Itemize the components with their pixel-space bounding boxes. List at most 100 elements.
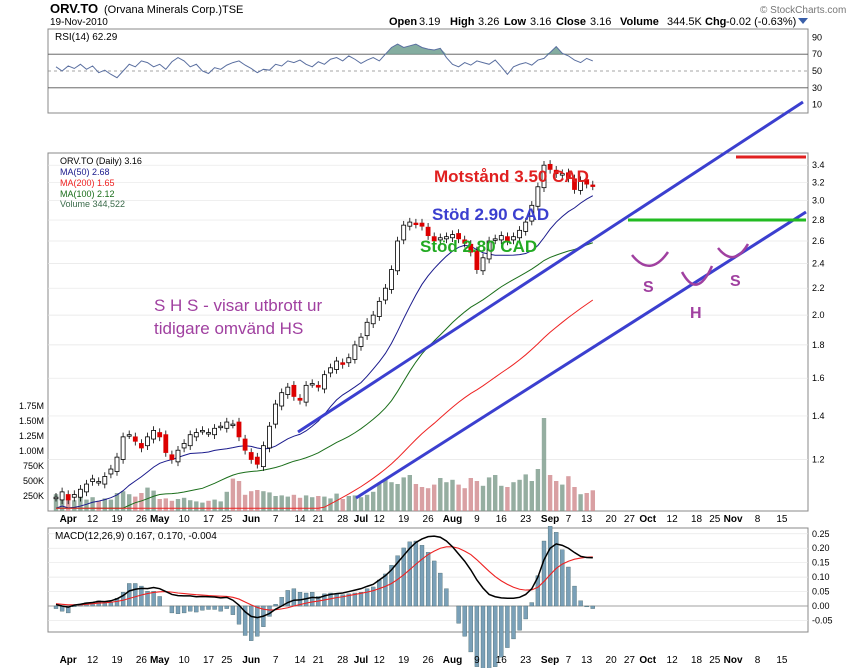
macd-histogram-bar xyxy=(108,601,114,607)
volume-bar xyxy=(505,487,510,511)
candle-up xyxy=(78,488,83,498)
x-tick-label: Sep xyxy=(541,514,559,525)
volume-bar xyxy=(462,488,467,511)
volume-bar xyxy=(255,490,260,511)
candle-up xyxy=(96,481,102,484)
macd-histogram-bar xyxy=(206,605,211,610)
x-tick-label: 27 xyxy=(624,655,636,666)
candle-down xyxy=(584,179,590,185)
macd-histogram-bar xyxy=(486,605,492,668)
open-label: Open xyxy=(389,16,417,28)
volume-bar xyxy=(84,499,89,511)
macd-histogram-bar xyxy=(383,573,388,607)
head-arc xyxy=(680,265,714,286)
candle-up xyxy=(443,236,449,240)
x-tick-label: 17 xyxy=(203,655,215,666)
volume-bar xyxy=(206,500,211,511)
macd-histogram-bar xyxy=(53,605,59,609)
volume-bar xyxy=(212,499,217,511)
x-tick-label: 14 xyxy=(294,655,306,666)
macd-signal-line xyxy=(55,546,593,611)
legend-ma100: MA(100) 2.12 xyxy=(60,189,115,199)
macd-histogram-bar xyxy=(462,605,467,637)
volume-bar xyxy=(486,477,492,511)
volume-bar xyxy=(407,475,412,511)
legend-ma200: MA(200) 1.65 xyxy=(60,178,115,188)
candle-up xyxy=(303,384,309,403)
x-tick-label: Apr xyxy=(60,514,77,525)
volume-label: Volume xyxy=(620,16,659,28)
candle-down xyxy=(163,434,169,453)
candle-up xyxy=(529,204,535,222)
volume-bar xyxy=(145,487,150,511)
volume-bar xyxy=(535,469,541,511)
x-tick-label: 10 xyxy=(179,655,191,666)
x-tick-label: Jun xyxy=(242,655,260,666)
macd-histogram-bar xyxy=(529,602,534,607)
candle-up xyxy=(218,425,224,429)
candle-up xyxy=(492,238,498,241)
candle-down xyxy=(254,456,260,465)
volume-bar xyxy=(224,491,229,511)
volume-bar xyxy=(303,495,309,511)
high-value: 3.26 xyxy=(478,16,499,28)
volume-bar xyxy=(413,484,419,511)
x-tick-label: 26 xyxy=(136,655,148,666)
rsi-tick-label: 30 xyxy=(812,83,822,93)
x-tick-label: 8 xyxy=(755,514,761,525)
left-shoulder-arc xyxy=(631,251,670,267)
volume-bar xyxy=(188,500,193,511)
macd-histogram-bar xyxy=(444,588,449,607)
volume-bar xyxy=(474,481,480,511)
volume-bar xyxy=(584,493,589,511)
volume-bar xyxy=(96,500,101,511)
x-tick-label: Aug xyxy=(443,655,462,666)
x-tick-label: 16 xyxy=(496,655,508,666)
candle-down xyxy=(572,178,577,190)
candle-down xyxy=(566,172,571,179)
candle-up xyxy=(260,445,266,468)
x-tick-label: Aug xyxy=(443,514,462,525)
x-tick-label: 25 xyxy=(709,655,721,666)
volume-bar xyxy=(419,487,425,511)
volume-bar xyxy=(346,496,351,511)
macd-histogram-bar xyxy=(511,605,516,640)
x-tick-label: 13 xyxy=(581,655,593,666)
candle-up xyxy=(145,436,150,447)
volume-bar xyxy=(480,485,486,511)
macd-histogram-bar xyxy=(175,605,181,614)
candle-up xyxy=(59,491,65,501)
candle-up xyxy=(559,173,565,176)
volume-bar xyxy=(541,418,547,511)
volume-bar xyxy=(242,494,248,511)
volume-bar xyxy=(322,496,327,511)
macd-histogram-bar xyxy=(517,605,522,631)
dropdown-arrow-icon[interactable] xyxy=(798,18,808,24)
volume-bar xyxy=(316,496,321,511)
candle-up xyxy=(267,425,272,449)
macd-histogram-bar xyxy=(584,605,589,608)
candle-up xyxy=(206,432,211,435)
candle-up xyxy=(511,236,516,241)
low-value: 3.16 xyxy=(530,16,551,28)
x-tick-label: 27 xyxy=(624,514,636,525)
price-tick-label: 2.4 xyxy=(812,259,825,269)
macd-histogram-bar xyxy=(249,605,254,641)
candle-down xyxy=(425,226,431,237)
candle-down xyxy=(504,236,510,242)
low-label: Low xyxy=(504,16,526,28)
macd-chart xyxy=(48,526,808,668)
macd-histogram-bar xyxy=(377,579,382,607)
volume-bar xyxy=(72,500,77,511)
candle-up xyxy=(498,235,504,241)
candle-up xyxy=(199,430,205,433)
macd-histogram-bar xyxy=(407,541,412,607)
candle-down xyxy=(462,239,468,244)
candle-down xyxy=(236,421,242,438)
volume-bar xyxy=(297,497,303,511)
volume-bar xyxy=(267,492,272,511)
company-name: (Orvana Minerals Corp.) xyxy=(104,4,222,16)
volume-bar xyxy=(90,497,95,511)
macd-histogram-bar xyxy=(547,526,553,607)
volume-tick-label: 750K xyxy=(23,461,44,471)
